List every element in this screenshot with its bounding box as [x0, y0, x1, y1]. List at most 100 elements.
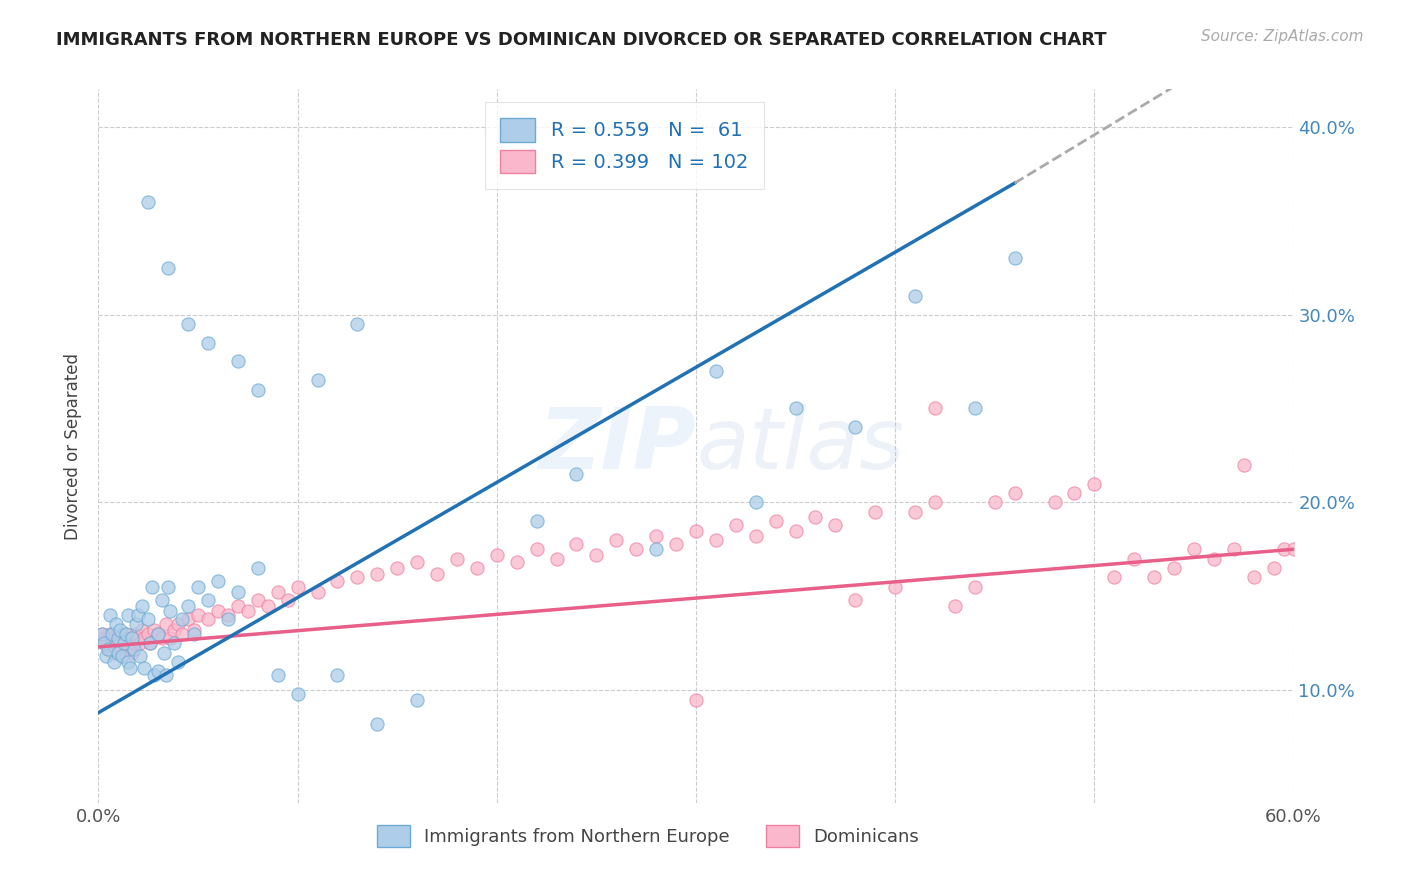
Point	[246, 593, 269, 607]
Point	[1302, 561, 1324, 575]
Point	[506, 556, 529, 570]
Point	[1004, 486, 1026, 500]
Point	[96, 649, 118, 664]
Point	[685, 692, 707, 706]
Point	[765, 514, 787, 528]
Point	[163, 636, 186, 650]
Point	[226, 585, 249, 599]
Point	[157, 580, 180, 594]
Point	[465, 561, 488, 575]
Point	[172, 612, 194, 626]
Point	[1233, 458, 1256, 472]
Point	[177, 599, 200, 613]
Point	[226, 354, 249, 368]
Point	[1123, 551, 1146, 566]
Point	[236, 604, 259, 618]
Point	[605, 533, 627, 547]
Point	[101, 627, 124, 641]
Point	[546, 551, 568, 566]
Point	[96, 636, 118, 650]
Point	[103, 655, 125, 669]
Point	[148, 665, 170, 679]
Point	[121, 646, 143, 660]
Point	[1322, 542, 1344, 557]
Point	[159, 604, 181, 618]
Point	[226, 599, 249, 613]
Point	[167, 655, 190, 669]
Point	[366, 717, 388, 731]
Point	[91, 627, 114, 641]
Point	[963, 401, 986, 416]
Point	[585, 548, 607, 562]
Point	[129, 636, 152, 650]
Point	[125, 617, 148, 632]
Point	[346, 317, 368, 331]
Point	[107, 631, 129, 645]
Point	[1202, 551, 1225, 566]
Point	[485, 548, 508, 562]
Y-axis label: Divorced or Separated: Divorced or Separated	[65, 352, 83, 540]
Point	[984, 495, 1007, 509]
Point	[197, 335, 219, 350]
Point	[1312, 551, 1334, 566]
Point	[246, 383, 269, 397]
Point	[150, 631, 173, 645]
Point	[105, 617, 128, 632]
Point	[197, 593, 219, 607]
Point	[865, 505, 887, 519]
Point	[217, 612, 239, 626]
Point	[844, 593, 866, 607]
Point	[217, 607, 239, 622]
Point	[124, 636, 146, 650]
Point	[159, 631, 181, 645]
Point	[1043, 495, 1066, 509]
Point	[148, 627, 170, 641]
Point	[207, 574, 229, 589]
Point	[111, 649, 134, 664]
Point	[121, 631, 143, 645]
Point	[98, 627, 122, 641]
Point	[110, 641, 132, 656]
Point	[256, 599, 278, 613]
Point	[824, 517, 846, 532]
Point	[645, 542, 668, 557]
Point	[904, 505, 927, 519]
Point	[125, 627, 148, 641]
Point	[112, 636, 135, 650]
Point	[127, 607, 149, 622]
Point	[745, 529, 768, 543]
Point	[1243, 570, 1265, 584]
Point	[143, 623, 166, 637]
Point	[1163, 561, 1185, 575]
Point	[904, 289, 927, 303]
Point	[101, 631, 124, 645]
Point	[98, 607, 122, 622]
Point	[93, 631, 115, 645]
Point	[307, 373, 329, 387]
Point	[120, 660, 142, 674]
Point	[1263, 561, 1285, 575]
Point	[157, 260, 180, 275]
Point	[115, 627, 138, 641]
Point	[287, 687, 309, 701]
Point	[565, 536, 588, 550]
Point	[103, 646, 125, 660]
Point	[1282, 542, 1305, 557]
Point	[565, 467, 588, 482]
Point	[1223, 542, 1246, 557]
Text: ZIP: ZIP	[538, 404, 696, 488]
Point	[963, 580, 986, 594]
Point	[326, 574, 349, 589]
Point	[134, 631, 156, 645]
Point	[139, 636, 162, 650]
Point	[924, 401, 946, 416]
Point	[153, 646, 176, 660]
Point	[163, 623, 186, 637]
Point	[307, 585, 329, 599]
Point	[884, 580, 907, 594]
Point	[131, 623, 153, 637]
Point	[1004, 251, 1026, 265]
Point	[155, 668, 177, 682]
Point	[287, 580, 309, 594]
Point	[267, 668, 290, 682]
